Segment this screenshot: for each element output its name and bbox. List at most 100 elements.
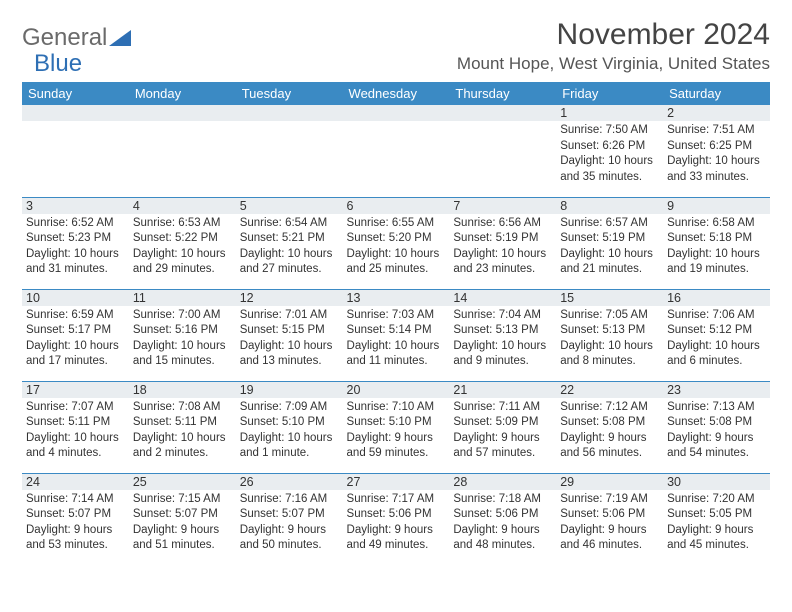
daylight-text: Daylight: 10 hours and 1 minute. <box>240 431 339 462</box>
sunrise-text: Sunrise: 7:04 AM <box>453 308 552 324</box>
sunrise-text: Sunrise: 7:07 AM <box>26 400 125 416</box>
calendar-day-cell: 29Sunrise: 7:19 AMSunset: 5:06 PMDayligh… <box>556 473 663 565</box>
sunrise-text: Sunrise: 6:52 AM <box>26 216 125 232</box>
weekday-header: Wednesday <box>343 82 450 105</box>
calendar-week-row: 1Sunrise: 7:50 AMSunset: 6:26 PMDaylight… <box>22 105 770 197</box>
day-number: 29 <box>556 474 663 490</box>
sunrise-text: Sunrise: 7:00 AM <box>133 308 232 324</box>
day-number <box>236 105 343 121</box>
weekday-header: Thursday <box>449 82 556 105</box>
logo-part2: Blue <box>34 50 82 78</box>
sunrise-text: Sunrise: 7:19 AM <box>560 492 659 508</box>
daylight-text: Daylight: 10 hours and 2 minutes. <box>133 431 232 462</box>
sunrise-text: Sunrise: 6:56 AM <box>453 216 552 232</box>
day-number <box>343 105 450 121</box>
calendar-day-cell: 9Sunrise: 6:58 AMSunset: 5:18 PMDaylight… <box>663 197 770 289</box>
calendar-day-cell: 27 Sunrise: 7:17 AMSunset: 5:06 PMDayligh… <box>343 473 450 565</box>
day-number: 25 <box>129 474 236 490</box>
title-block: November 2024 Mount Hope, West Virginia,… <box>457 18 770 74</box>
calendar-day-cell: 21Sunrise: 7:11 AMSunset: 5:09 PMDayligh… <box>449 381 556 473</box>
weekday-header: Tuesday <box>236 82 343 105</box>
daylight-text: Daylight: 9 hours and 45 minutes. <box>667 523 766 554</box>
calendar-week-row: 10Sunrise: 6:59 AMSunset: 5:17 PMDayligh… <box>22 289 770 381</box>
daylight-text: Daylight: 10 hours and 35 minutes. <box>560 154 659 185</box>
calendar-day-cell: 4Sunrise: 6:53 AMSunset: 5:22 PMDaylight… <box>129 197 236 289</box>
sunset-text: Sunset: 5:06 PM <box>347 507 446 523</box>
day-number: 26 <box>236 474 343 490</box>
day-number: 13 <box>343 290 450 306</box>
daylight-text: Daylight: 9 hours and 59 minutes. <box>347 431 446 462</box>
sunset-text: Sunset: 5:14 PM <box>347 323 446 339</box>
day-number: 16 <box>663 290 770 306</box>
sunrise-text: Sunrise: 7:09 AM <box>240 400 339 416</box>
day-details: Sunrise: 7:14 AMSunset: 5:07 PMDaylight:… <box>22 490 129 558</box>
sunrise-text: Sunrise: 7:01 AM <box>240 308 339 324</box>
calendar-day-cell: 14Sunrise: 7:04 AMSunset: 5:13 PMDayligh… <box>449 289 556 381</box>
day-details: Sunrise: 7:04 AMSunset: 5:13 PMDaylight:… <box>449 306 556 374</box>
daylight-text: Daylight: 10 hours and 11 minutes. <box>347 339 446 370</box>
day-details: Sunrise: 7:19 AMSunset: 5:06 PMDaylight:… <box>556 490 663 558</box>
calendar-day-cell: 26Sunrise: 7:16 AMSunset: 5:07 PMDayligh… <box>236 473 343 565</box>
daylight-text: Daylight: 9 hours and 49 minutes. <box>347 523 446 554</box>
sunset-text: Sunset: 5:09 PM <box>453 415 552 431</box>
month-title: November 2024 <box>457 18 770 52</box>
day-number: 4 <box>129 198 236 214</box>
sunrise-text: Sunrise: 7:51 AM <box>667 123 766 139</box>
sunset-text: Sunset: 5:06 PM <box>560 507 659 523</box>
sunrise-text: Sunrise: 6:58 AM <box>667 216 766 232</box>
location-text: Mount Hope, West Virginia, United States <box>457 54 770 74</box>
logo: General <box>22 24 131 52</box>
sunset-text: Sunset: 5:19 PM <box>560 231 659 247</box>
calendar-day-cell: 19Sunrise: 7:09 AMSunset: 5:10 PMDayligh… <box>236 381 343 473</box>
calendar-day-cell <box>22 105 129 197</box>
day-number: 27 <box>343 474 450 490</box>
sunrise-text: Sunrise: 6:57 AM <box>560 216 659 232</box>
sunset-text: Sunset: 5:13 PM <box>560 323 659 339</box>
day-details: Sunrise: 7:20 AMSunset: 5:05 PMDaylight:… <box>663 490 770 558</box>
sunrise-text: Sunrise: 7:10 AM <box>347 400 446 416</box>
weekday-header: Sunday <box>22 82 129 105</box>
daylight-text: Daylight: 9 hours and 54 minutes. <box>667 431 766 462</box>
day-details: Sunrise: 7:05 AMSunset: 5:13 PMDaylight:… <box>556 306 663 374</box>
day-number: 8 <box>556 198 663 214</box>
sunset-text: Sunset: 5:06 PM <box>453 507 552 523</box>
sunrise-text: Sunrise: 7:15 AM <box>133 492 232 508</box>
sunrise-text: Sunrise: 7:05 AM <box>560 308 659 324</box>
calendar-day-cell <box>449 105 556 197</box>
calendar-day-cell: 20Sunrise: 7:10 AMSunset: 5:10 PMDayligh… <box>343 381 450 473</box>
calendar-day-cell: 7Sunrise: 6:56 AMSunset: 5:19 PMDaylight… <box>449 197 556 289</box>
calendar-day-cell: 28Sunrise: 7:18 AMSunset: 5:06 PMDayligh… <box>449 473 556 565</box>
sunset-text: Sunset: 6:25 PM <box>667 139 766 155</box>
day-number: 6 <box>343 198 450 214</box>
day-number: 11 <box>129 290 236 306</box>
sunrise-text: Sunrise: 7:13 AM <box>667 400 766 416</box>
sunset-text: Sunset: 5:13 PM <box>453 323 552 339</box>
daylight-text: Daylight: 10 hours and 19 minutes. <box>667 247 766 278</box>
day-details: Sunrise: 6:56 AMSunset: 5:19 PMDaylight:… <box>449 214 556 282</box>
day-details: Sunrise: 6:57 AMSunset: 5:19 PMDaylight:… <box>556 214 663 282</box>
weekday-header: Saturday <box>663 82 770 105</box>
daylight-text: Daylight: 10 hours and 21 minutes. <box>560 247 659 278</box>
calendar-day-cell: 10Sunrise: 6:59 AMSunset: 5:17 PMDayligh… <box>22 289 129 381</box>
calendar-week-row: 17Sunrise: 7:07 AMSunset: 5:11 PMDayligh… <box>22 381 770 473</box>
day-details: Sunrise: 7:18 AMSunset: 5:06 PMDaylight:… <box>449 490 556 558</box>
daylight-text: Daylight: 10 hours and 15 minutes. <box>133 339 232 370</box>
day-number: 23 <box>663 382 770 398</box>
calendar-table: Sunday Monday Tuesday Wednesday Thursday… <box>22 82 770 565</box>
sunset-text: Sunset: 5:11 PM <box>133 415 232 431</box>
sunrise-text: Sunrise: 6:53 AM <box>133 216 232 232</box>
sunset-text: Sunset: 5:22 PM <box>133 231 232 247</box>
day-number: 24 <box>22 474 129 490</box>
sunrise-text: Sunrise: 7:17 AM <box>347 492 446 508</box>
sunset-text: Sunset: 5:08 PM <box>560 415 659 431</box>
day-number <box>129 105 236 121</box>
calendar-day-cell: 6Sunrise: 6:55 AMSunset: 5:20 PMDaylight… <box>343 197 450 289</box>
day-details: Sunrise: 7:00 AMSunset: 5:16 PMDaylight:… <box>129 306 236 374</box>
daylight-text: Daylight: 10 hours and 27 minutes. <box>240 247 339 278</box>
day-details: Sunrise: 7:09 AMSunset: 5:10 PMDaylight:… <box>236 398 343 466</box>
calendar-day-cell: 8Sunrise: 6:57 AMSunset: 5:19 PMDaylight… <box>556 197 663 289</box>
day-details: Sunrise: 7:01 AMSunset: 5:15 PMDaylight:… <box>236 306 343 374</box>
calendar-day-cell: 18Sunrise: 7:08 AMSunset: 5:11 PMDayligh… <box>129 381 236 473</box>
daylight-text: Daylight: 9 hours and 53 minutes. <box>26 523 125 554</box>
sunset-text: Sunset: 5:11 PM <box>26 415 125 431</box>
